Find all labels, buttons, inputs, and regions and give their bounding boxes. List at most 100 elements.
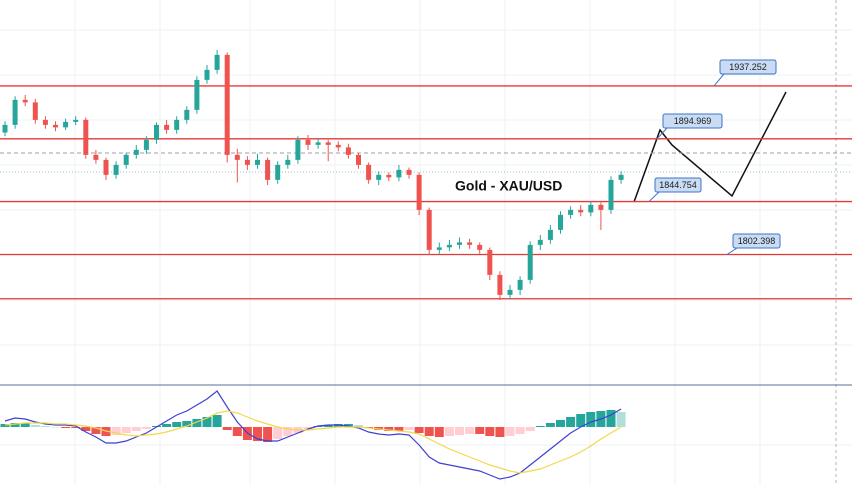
histogram-bar <box>566 417 576 427</box>
indicator-line <box>4 410 622 474</box>
level-label: 1937.252 <box>729 62 767 72</box>
candle-body <box>598 204 604 210</box>
histogram-bar <box>495 427 505 437</box>
histogram-bar <box>172 422 182 427</box>
candle-body <box>42 119 48 125</box>
histogram-bar <box>354 425 363 427</box>
histogram-bar <box>141 427 151 429</box>
candle-body <box>93 154 99 160</box>
candle-body <box>527 244 533 280</box>
histogram-bar <box>323 425 333 427</box>
histogram-bar <box>202 417 212 427</box>
candle-body <box>537 239 543 245</box>
histogram-bar <box>212 415 222 427</box>
candle-body <box>133 149 139 155</box>
label-box <box>732 233 781 249</box>
histogram-bar <box>475 427 485 434</box>
candle-body <box>497 274 503 295</box>
histogram-bar <box>576 414 586 427</box>
candle-body <box>487 249 493 275</box>
projection-path <box>633 91 787 203</box>
histogram-bar <box>131 427 141 431</box>
histogram-bar <box>485 427 495 436</box>
candle-body <box>154 124 159 140</box>
histogram-bar <box>303 427 313 429</box>
chart-title: Gold - XAU/USD <box>455 178 562 194</box>
histogram-bar <box>30 425 40 427</box>
candle-body <box>164 124 170 130</box>
histogram-bar <box>111 427 121 435</box>
histogram-bar <box>586 412 596 427</box>
candle-body <box>2 124 8 133</box>
candle-body <box>618 174 624 180</box>
level-label: 1894.969 <box>674 116 712 126</box>
histogram-bar <box>162 424 172 427</box>
histogram-bar <box>515 427 525 434</box>
label-leader <box>726 247 738 255</box>
candle-body <box>406 169 412 175</box>
candle-body <box>244 159 250 165</box>
candle-body <box>32 102 38 120</box>
candle-body <box>83 119 89 155</box>
histogram-bar <box>232 427 242 436</box>
candle-body <box>588 204 594 213</box>
candle-body <box>174 119 180 130</box>
histogram-bar <box>61 427 71 428</box>
candle-body <box>53 124 58 128</box>
histogram-bar <box>81 427 91 431</box>
candle-body <box>416 174 422 210</box>
candle-body <box>436 247 442 250</box>
histogram-bar <box>0 424 10 427</box>
candle-body <box>22 99 28 103</box>
candle-body <box>507 289 513 295</box>
candle-body <box>234 154 240 160</box>
histogram-bar <box>465 427 475 434</box>
candle-body <box>63 121 69 128</box>
candle-body <box>123 154 129 165</box>
candle-body <box>265 159 271 180</box>
candle-body <box>103 159 109 175</box>
candle-body <box>184 109 190 120</box>
candle-body <box>608 179 614 210</box>
candle-body <box>426 209 432 250</box>
candle-body <box>204 69 210 80</box>
candle-body <box>194 79 200 110</box>
candle-body <box>315 142 321 145</box>
label-box <box>662 113 723 129</box>
candle-body <box>568 209 574 215</box>
histogram-bar <box>263 427 273 442</box>
histogram-bar <box>455 427 464 435</box>
histogram-bar <box>556 420 565 427</box>
candle-body <box>446 244 452 248</box>
candle-body <box>113 164 119 175</box>
histogram-bar <box>192 419 202 427</box>
histogram-bar <box>40 426 50 427</box>
histogram-bar <box>71 427 81 428</box>
histogram-bar <box>424 427 434 436</box>
label-leader <box>656 127 668 140</box>
histogram-bar <box>545 423 555 427</box>
histogram-bar <box>535 426 545 427</box>
histogram-bar <box>182 421 192 427</box>
candle-body <box>73 119 79 122</box>
candle-body <box>578 209 584 213</box>
candle-body <box>558 214 563 230</box>
histogram-bar <box>222 427 232 430</box>
candle-body <box>335 144 341 148</box>
candle-body <box>366 164 372 180</box>
candle-body <box>275 164 281 180</box>
label-leader <box>713 73 725 87</box>
label-box <box>654 177 702 193</box>
histogram-bar <box>273 427 283 439</box>
histogram-bar <box>91 427 101 434</box>
candle-body <box>467 242 473 245</box>
level-label: 1802.398 <box>738 236 776 246</box>
level-label: 1844.754 <box>659 180 697 190</box>
histogram-bar <box>616 412 626 427</box>
histogram-bar <box>606 410 616 427</box>
histogram-bar <box>253 427 262 441</box>
histogram-bar <box>121 427 131 433</box>
candle-body <box>547 229 553 240</box>
candle-body <box>477 244 483 250</box>
